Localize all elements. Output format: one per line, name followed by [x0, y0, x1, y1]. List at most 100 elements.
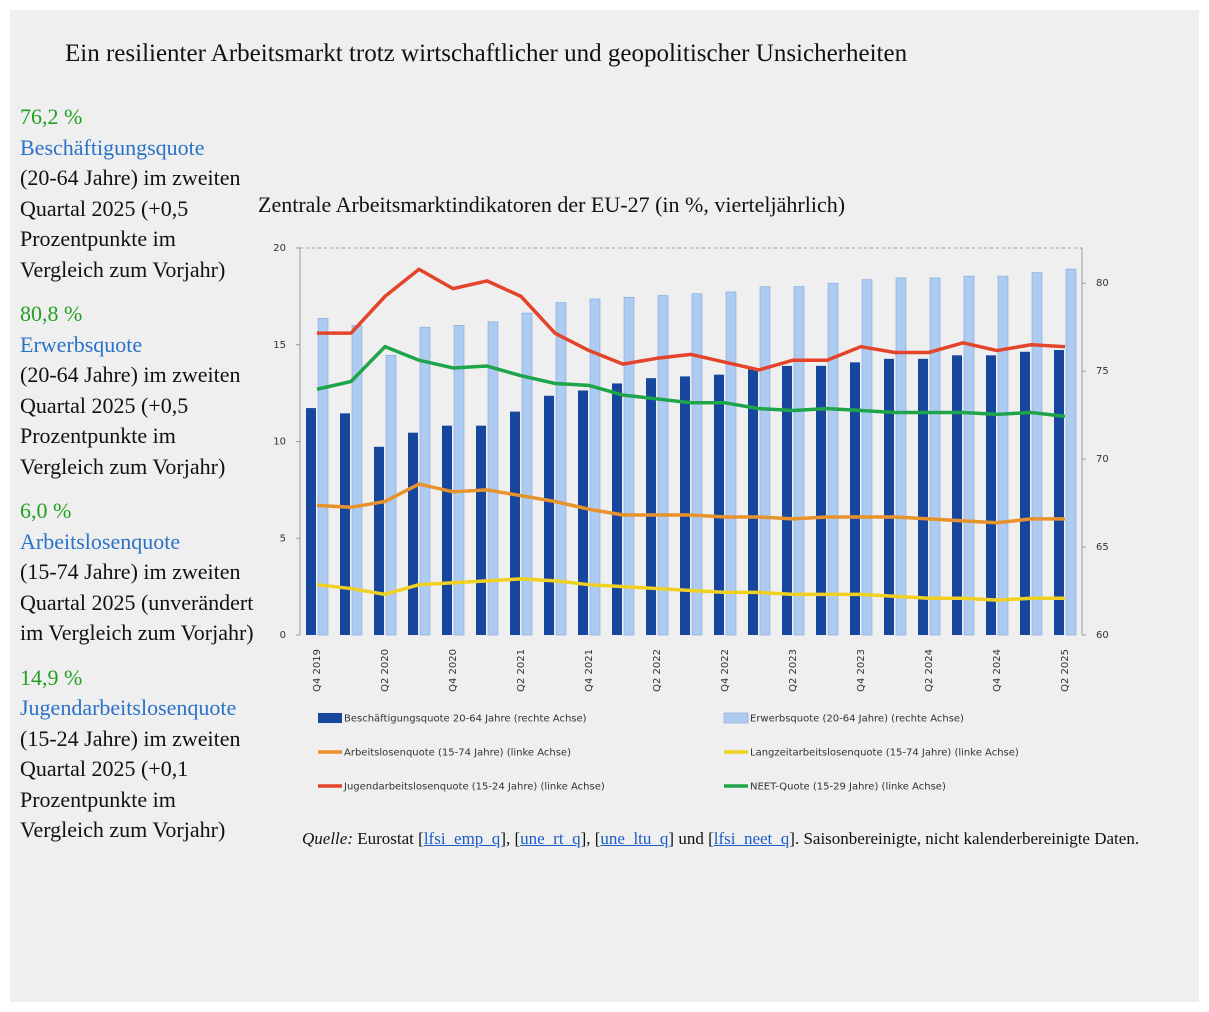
y2-tick-label: 60	[1096, 630, 1109, 641]
x-tick-label: Q4 2023	[856, 649, 867, 692]
key-figure-description: (20-64 Jahre) im zweiten Quartal 2025 (+…	[20, 362, 241, 479]
bar	[453, 325, 465, 636]
bar	[521, 312, 533, 636]
bar	[725, 291, 737, 636]
legend-swatch	[723, 712, 749, 724]
bar	[918, 358, 928, 635]
key-figure: 80,8 % Erwerbsquote (20-64 Jahre) im zweit…	[20, 299, 256, 482]
line-series	[316, 344, 1066, 419]
bar	[510, 411, 520, 635]
y-tick-label: 5	[280, 533, 286, 544]
x-tick-label: Q2 2020	[380, 649, 391, 692]
key-figure: 14,9 % Jugendarbeitslosenquote (15-24 Jah…	[20, 663, 256, 846]
source-text: ], [	[580, 829, 601, 848]
legend-swatch	[318, 713, 342, 723]
bar	[714, 374, 724, 635]
source-text: ] und [	[668, 829, 714, 848]
bar	[340, 413, 350, 635]
key-figure-value: 14,9 %	[20, 664, 83, 690]
bar	[589, 298, 601, 636]
x-tick-label: Q2 2024	[924, 649, 935, 692]
y-tick-label: 20	[273, 243, 286, 254]
source-link[interactable]: lfsi_neet_q	[713, 829, 790, 848]
bar	[544, 395, 554, 635]
key-figure-name: Jugendarbeitslosenquote	[20, 695, 237, 720]
legend-label: Arbeitslosenquote (15-74 Jahre) (linke A…	[344, 748, 571, 759]
bar	[861, 279, 873, 636]
bar	[419, 326, 431, 636]
x-tick-label: Q4 2019	[312, 649, 323, 692]
bar	[374, 446, 384, 635]
source-text: Eurostat [	[352, 829, 424, 848]
bar	[623, 296, 635, 636]
line-series	[316, 577, 1065, 602]
bar	[646, 378, 656, 635]
source-text: ], [	[500, 829, 521, 848]
legend-label: NEET-Quote (15-29 Jahre) (linke Achse)	[750, 782, 946, 793]
key-figure-value: 76,2 %	[20, 104, 83, 129]
source-text: ]. Saisonbereinigte, nicht kalenderberei…	[789, 829, 1140, 848]
bar	[850, 362, 860, 635]
key-figure: 76,2 % Beschäftigungsquote (20-64 Jahre) i…	[20, 102, 256, 285]
key-figure-description: (15-74 Jahre) im zweiten Quartal 2025 (u…	[20, 559, 254, 645]
source-note: Quelle: Eurostat [lfsi_emp_q], [une_rt_q…	[302, 828, 1202, 850]
key-figure-description: (20-64 Jahre) im zweiten Quartal 2025 (+…	[20, 165, 241, 282]
bar	[476, 425, 486, 635]
key-figure-description: (15-24 Jahre) im zweiten Quartal 2025 (+…	[20, 725, 241, 843]
x-tick-label: Q2 2025	[1060, 649, 1071, 692]
key-figure-name: Erwerbsquote	[20, 331, 143, 357]
bar	[487, 321, 499, 636]
source-link[interactable]: une_ltu_q	[600, 829, 669, 848]
source-link[interactable]: une_rt_q	[520, 829, 581, 848]
source-link[interactable]: lfsi_emp_q	[423, 829, 501, 848]
bar	[680, 376, 690, 635]
bar	[895, 277, 907, 636]
key-figure-name: Arbeitslosenquote	[20, 528, 181, 554]
bar	[612, 383, 622, 635]
y2-tick-label: 70	[1096, 454, 1109, 465]
bar	[782, 365, 792, 635]
x-tick-label: Q4 2024	[992, 649, 1003, 692]
bar	[555, 302, 567, 636]
bar	[986, 355, 996, 635]
x-tick-label: Q4 2021	[584, 649, 595, 692]
bar	[306, 408, 316, 635]
bar	[759, 286, 771, 636]
bar	[578, 390, 588, 635]
legend-label: Erwerbsquote (20-64 Jahre) (rechte Achse…	[750, 714, 964, 725]
bar	[408, 432, 418, 635]
bar	[884, 358, 894, 635]
page-title: Ein resilienter Arbeitsmarkt trotz wirts…	[65, 40, 908, 67]
x-tick-label: Q4 2022	[720, 649, 731, 692]
bar	[442, 425, 452, 635]
bar	[827, 282, 839, 636]
key-figure: 6,0 % Arbeitslosenquote (15-74 Jahre) im z…	[20, 496, 256, 649]
bar	[657, 295, 669, 636]
y-tick-label: 10	[273, 437, 286, 448]
bar	[317, 318, 329, 636]
bar	[997, 275, 1009, 636]
x-tick-label: Q2 2022	[652, 649, 663, 692]
y-tick-label: 0	[280, 630, 286, 641]
bar	[816, 365, 826, 635]
bar	[691, 293, 703, 636]
bar	[952, 355, 962, 635]
x-tick-label: Q2 2021	[516, 649, 527, 692]
y-tick-label: 15	[273, 340, 286, 351]
sidebar: 76,2 % Beschäftigungsquote (20-64 Jahre) i…	[20, 102, 256, 860]
bar	[793, 286, 805, 636]
x-tick-label: Q4 2020	[448, 649, 459, 692]
bar	[1065, 268, 1077, 636]
bar	[748, 369, 758, 635]
key-figure-value: 6,0 %	[20, 498, 72, 523]
key-figure-name: Beschäftigungsquote	[20, 134, 205, 160]
legend-label: Jugendarbeitslosenquote (15-24 Jahre) (l…	[343, 782, 605, 793]
legend-label: Langzeitarbeitslosenquote (15-74 Jahre) …	[750, 748, 1019, 759]
line-series	[317, 267, 1066, 372]
bar	[1054, 350, 1064, 635]
bar	[929, 277, 941, 636]
y2-tick-label: 75	[1096, 366, 1109, 377]
y2-tick-label: 65	[1096, 542, 1109, 553]
chart-title: Zentrale Arbeitsmarktindikatoren der EU-…	[258, 192, 846, 217]
